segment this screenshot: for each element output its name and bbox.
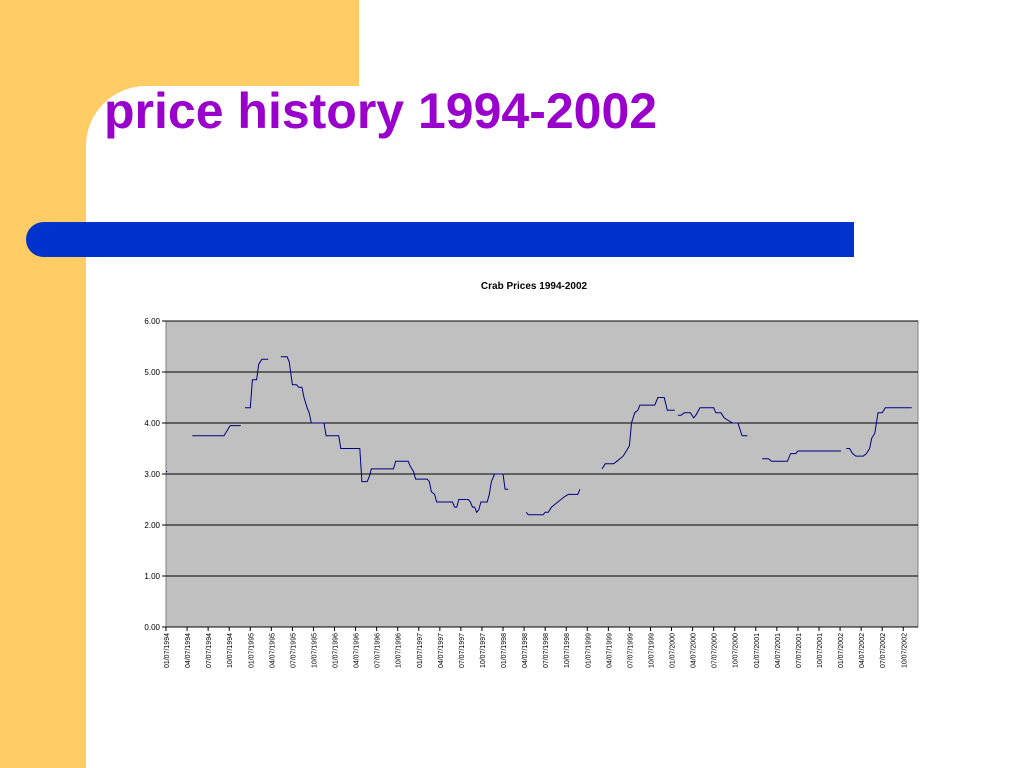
x-tick-label: 04/07/2001 — [775, 633, 782, 668]
x-tick-label: 10/07/1999 — [648, 633, 655, 668]
x-tick-label: 10/07/2000 — [733, 633, 740, 668]
gridlines — [166, 320, 918, 577]
x-tick-label: 01/07/2002 — [838, 633, 845, 668]
x-tick-label: 04/07/1998 — [522, 633, 529, 668]
price-line-segment — [601, 397, 675, 470]
price-line-segment — [762, 450, 842, 462]
x-tick-label: 10/07/2002 — [901, 633, 908, 668]
x-tick-label: 04/07/2000 — [691, 633, 698, 668]
x-tick-label: 10/07/1996 — [396, 633, 403, 668]
price-line-segment — [192, 425, 241, 437]
x-tick-label: 01/07/2000 — [670, 633, 677, 668]
x-tick-label: 04/07/1999 — [606, 633, 613, 668]
x-tick-label: 04/07/1994 — [185, 633, 192, 668]
left-accent-band — [0, 0, 86, 768]
slide-title: price history 1994-2002 — [104, 83, 658, 139]
price-series — [166, 356, 912, 516]
x-tick-label: 01/07/1995 — [248, 633, 255, 668]
x-tick-label: 01/07/1999 — [585, 633, 592, 668]
x-tick-label: 01/07/1997 — [417, 633, 424, 668]
x-tick-label: 07/07/1996 — [375, 633, 382, 668]
price-line-segment — [525, 489, 581, 516]
price-line-segment — [245, 358, 269, 409]
x-tick-label: 04/07/1995 — [269, 633, 276, 668]
x-tick-label: 07/07/2002 — [880, 633, 887, 668]
x-tick-label: 07/07/1997 — [459, 633, 466, 668]
y-tick-label: 4.00 — [144, 419, 160, 428]
x-tick-label: 07/07/1999 — [627, 633, 634, 668]
x-tick-label: 10/07/1998 — [564, 633, 571, 668]
top-accent-band — [0, 0, 359, 86]
content-rounded-corner — [86, 86, 206, 206]
y-tick-label: 1.00 — [144, 572, 160, 581]
x-tick-label: 07/07/1994 — [206, 633, 213, 668]
price-line-segment — [280, 356, 509, 514]
x-tick-label: 10/07/2001 — [817, 633, 824, 668]
y-axis-ticks: 0.00 1.00 2.00 3.00 4.00 5.00 6.00 — [144, 317, 166, 632]
x-tick-label: 01/07/1996 — [333, 633, 340, 668]
x-tick-label: 07/07/2000 — [712, 633, 719, 668]
x-tick-label: 04/07/1997 — [438, 633, 445, 668]
title-underline-bar — [26, 222, 854, 257]
x-tick-label: 10/07/1997 — [480, 633, 487, 668]
x-tick-label: 04/07/1996 — [354, 633, 361, 668]
y-tick-label: 2.00 — [144, 521, 160, 530]
x-tick-label: 01/07/1998 — [501, 633, 508, 668]
x-tick-label: 01/07/2001 — [754, 633, 761, 668]
y-tick-label: 3.00 — [144, 470, 160, 479]
y-tick-label: 6.00 — [144, 317, 160, 326]
x-tick-label: 04/07/2002 — [859, 633, 866, 668]
x-tick-label: 07/07/1998 — [543, 633, 550, 668]
price-line-segment — [677, 407, 748, 437]
x-tick-label: 10/07/1995 — [311, 633, 318, 668]
x-tick-label: 07/07/2001 — [796, 633, 803, 668]
x-axis-ticks: 01/07/1994 04/07/1994 07/07/1994 10/07/1994… — [164, 626, 918, 668]
x-tick-label: 10/07/1994 — [227, 633, 234, 668]
price-line-segment — [846, 407, 912, 457]
chart-title: Crab Prices 1994-2002 — [481, 281, 588, 292]
y-tick-label: 0.00 — [144, 623, 160, 632]
x-tick-label: 07/07/1995 — [290, 633, 297, 668]
y-tick-label: 5.00 — [144, 368, 160, 377]
x-tick-label: 01/07/1994 — [164, 633, 171, 668]
